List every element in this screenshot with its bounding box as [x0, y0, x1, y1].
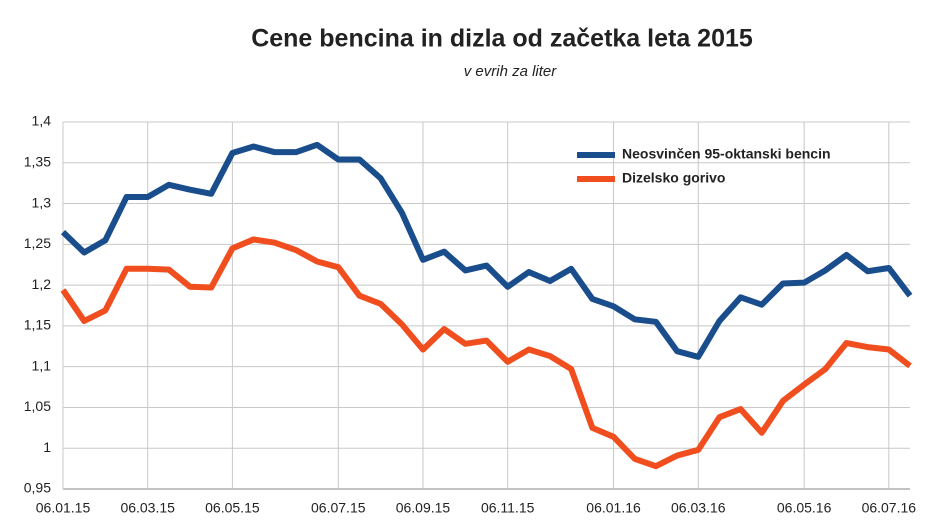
data-line [60, 236, 912, 470]
y-tick-label: 1,15 [24, 317, 51, 333]
y-tick-label: 1,4 [32, 113, 52, 129]
x-tick-label: 06.01.15 [36, 500, 91, 516]
x-tick-label: 06.01.16 [586, 500, 641, 516]
y-tick-label: 1,3 [32, 194, 52, 210]
x-tick-label: 06.03.15 [120, 500, 175, 516]
y-tick-label: 1,2 [32, 276, 52, 292]
y-tick-label: 1,1 [32, 357, 52, 373]
x-tick-label: 06.07.16 [862, 500, 917, 516]
chart-subtitle: v evrih za liter [464, 63, 558, 80]
x-tick-label: 06.11.15 [481, 500, 535, 516]
y-tick-label: 1 [43, 439, 51, 455]
x-tick-label: 06.05.15 [205, 500, 260, 516]
y-tick-label: 0,95 [24, 480, 51, 496]
x-tick-label: 06.07.15 [311, 500, 366, 516]
y-tick-label: 1,25 [24, 235, 51, 251]
chart-title: Cene bencina in dizla od začetka leta 20… [251, 25, 753, 53]
data-line [60, 141, 913, 360]
y-tick-label: 1,05 [24, 398, 51, 414]
legend-label: Neosvinčen 95-oktanski bencin [622, 146, 831, 162]
x-tick-label: 06.03.16 [671, 500, 726, 516]
x-tick-label: 06.09.15 [396, 500, 451, 516]
x-tick-label: 06.05.16 [777, 500, 832, 516]
y-tick-label: 1,35 [24, 153, 51, 169]
legend-label: Dizelsko gorivo [622, 170, 725, 186]
